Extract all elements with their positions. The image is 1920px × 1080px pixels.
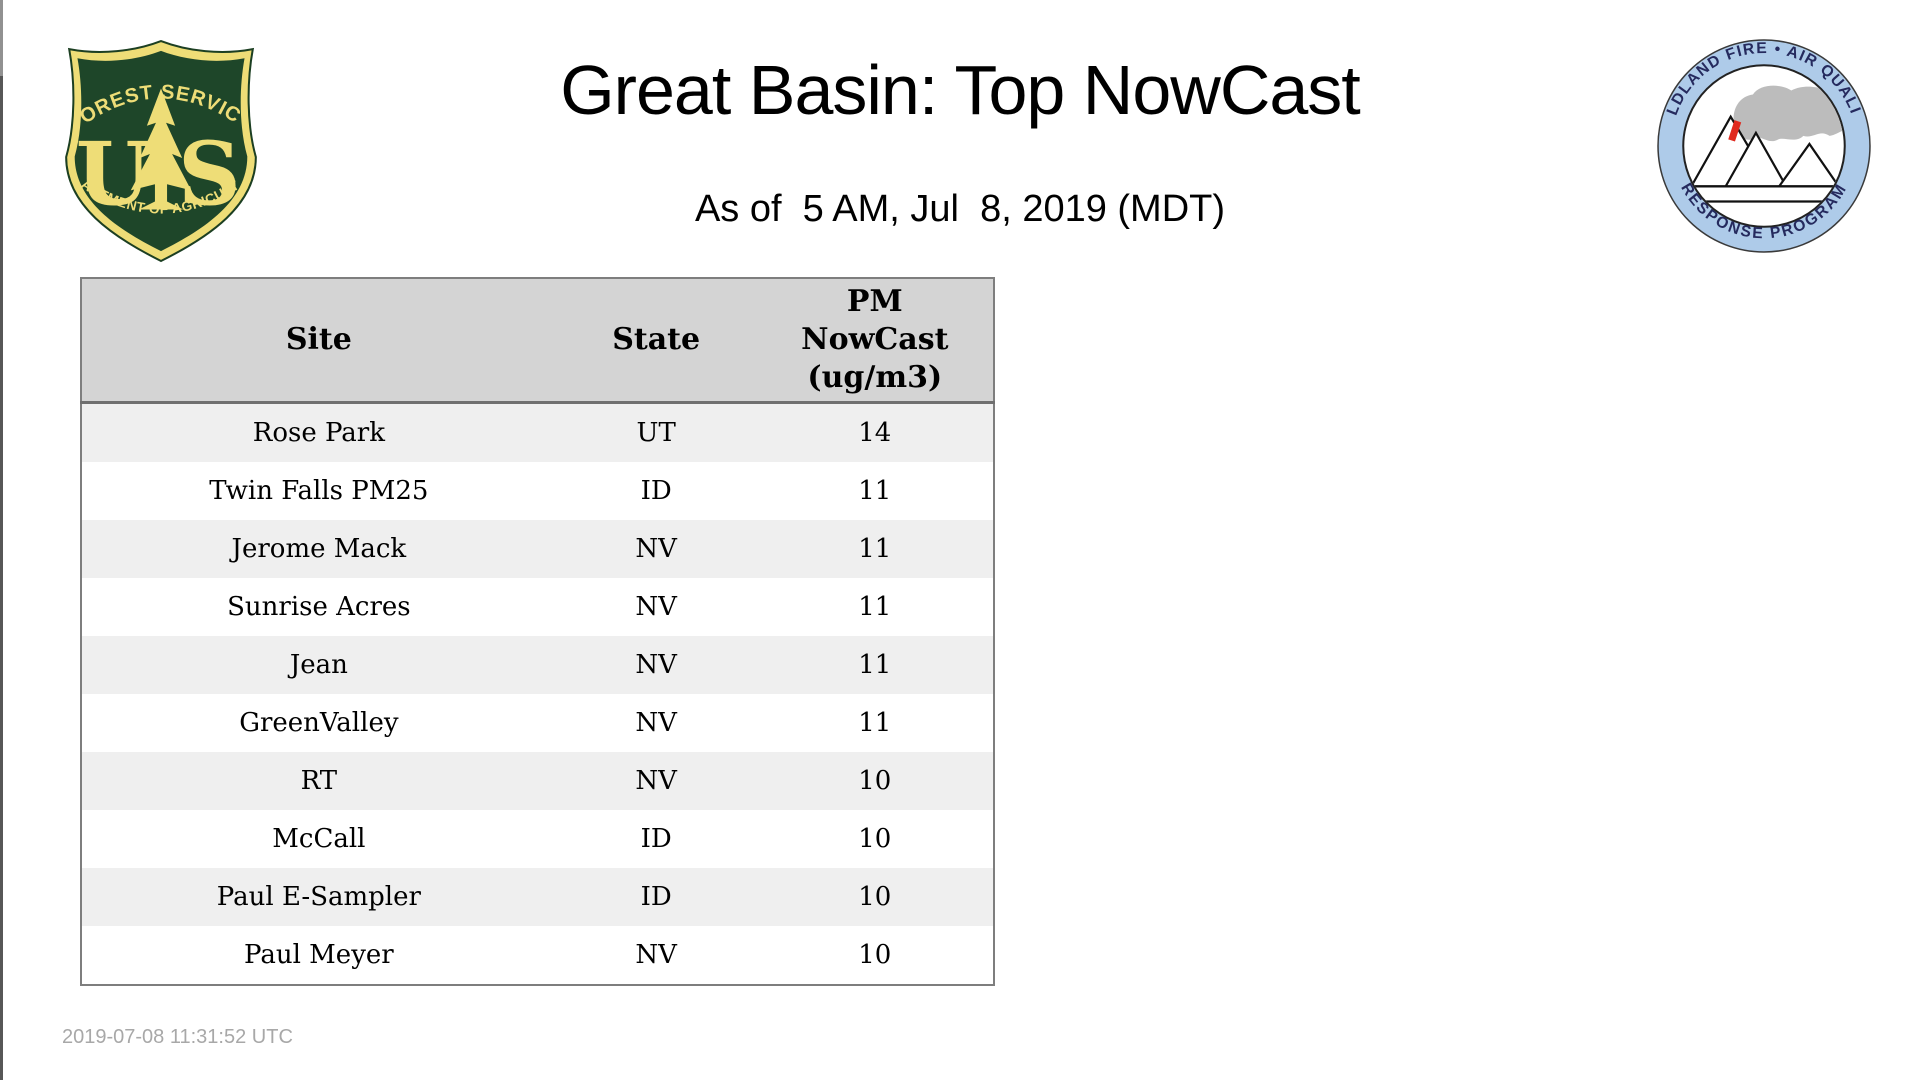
- cell-site: Twin Falls PM25: [209, 476, 429, 506]
- cell-state: ID: [640, 476, 672, 506]
- cell-state: NV: [635, 534, 677, 564]
- fs-logo-letter-u: U: [76, 124, 152, 225]
- cell-site: Rose Park: [252, 418, 385, 448]
- window-edge-artifact-top: [0, 0, 3, 76]
- cell-site: Sunrise Acres: [227, 592, 411, 622]
- fire-mark-icon: [1728, 120, 1742, 142]
- forest-service-logo: FOREST SERVICE U S DEPARTMENT OF AGRICUL…: [60, 38, 257, 263]
- cell-value: 10: [858, 940, 892, 970]
- table-row: Jean NV 11: [81, 636, 994, 694]
- cell-state: NV: [635, 708, 677, 738]
- cell-state: NV: [635, 940, 677, 970]
- pm-header-line-3: (ug/m3): [807, 360, 943, 396]
- table-row: RT NV 10: [81, 752, 994, 810]
- cell-value: 11: [858, 534, 892, 564]
- table-row: McCall ID 10: [81, 810, 994, 868]
- cell-value: 11: [858, 476, 892, 506]
- table-row: Jerome Mack NV 11: [81, 520, 994, 578]
- cell-value: 11: [858, 650, 892, 680]
- wfaqrp-logo: WILDLAND FIRE • AIR QUALITY RESPONSE PRO…: [1656, 38, 1871, 253]
- cell-value: 10: [858, 882, 892, 912]
- cell-state: NV: [635, 592, 677, 622]
- pm-header-line-2: NowCast: [801, 321, 949, 357]
- window-edge-artifact-bottom: [0, 76, 3, 1080]
- table-row: Sunrise Acres NV 11: [81, 578, 994, 636]
- cell-value: 11: [858, 708, 892, 738]
- cell-value: 11: [858, 592, 892, 622]
- pine-tree-icon: [130, 88, 192, 210]
- cell-state: UT: [636, 418, 676, 448]
- page-subtitle: As of 5 AM, Jul 8, 2019 (MDT): [694, 188, 1226, 230]
- cell-site: McCall: [272, 824, 366, 854]
- cell-state: ID: [640, 882, 672, 912]
- column-header-site: Site: [81, 278, 556, 404]
- table-body: Rose Park UT 14 Twin Falls PM25 ID 11 Jerome M…: [81, 402, 994, 985]
- cell-site: Jean: [289, 650, 348, 680]
- cell-value: 14: [858, 418, 892, 448]
- cell-state: NV: [635, 766, 677, 796]
- column-header-pm-nowcast: PM NowCast (ug/m3): [756, 278, 994, 404]
- cell-site: Paul Meyer: [244, 940, 394, 970]
- nowcast-table: Site State PM NowCast (ug/m3) Rose Park U…: [80, 277, 995, 986]
- cell-site: Paul E-Sampler: [216, 882, 421, 912]
- pm-header-line-1: PM: [846, 283, 903, 319]
- smoke-plume-icon: [1733, 85, 1844, 142]
- cell-site: GreenValley: [239, 708, 399, 738]
- cell-site: Jerome Mack: [231, 534, 407, 564]
- table-header-row: Site State PM NowCast (ug/m3): [81, 278, 994, 404]
- table-row: Rose Park UT 14: [81, 402, 994, 462]
- table-row: GreenValley NV 11: [81, 694, 994, 752]
- table-row: Twin Falls PM25 ID 11: [81, 462, 994, 520]
- cell-state: ID: [640, 824, 672, 854]
- cell-value: 10: [858, 824, 892, 854]
- fs-logo-letter-s: S: [178, 124, 241, 225]
- table-row: Paul Meyer NV 10: [81, 926, 994, 985]
- table-header: Site State PM NowCast (ug/m3): [81, 278, 994, 404]
- table-row: Paul E-Sampler ID 10: [81, 868, 994, 926]
- generated-timestamp: 2019-07-08 11:31:52 UTC: [62, 1026, 293, 1048]
- column-header-state: State: [555, 278, 757, 404]
- page-title: Great Basin: Top NowCast: [560, 51, 1361, 129]
- cell-site: RT: [300, 766, 338, 796]
- cell-state: NV: [635, 650, 677, 680]
- cell-value: 10: [858, 766, 892, 796]
